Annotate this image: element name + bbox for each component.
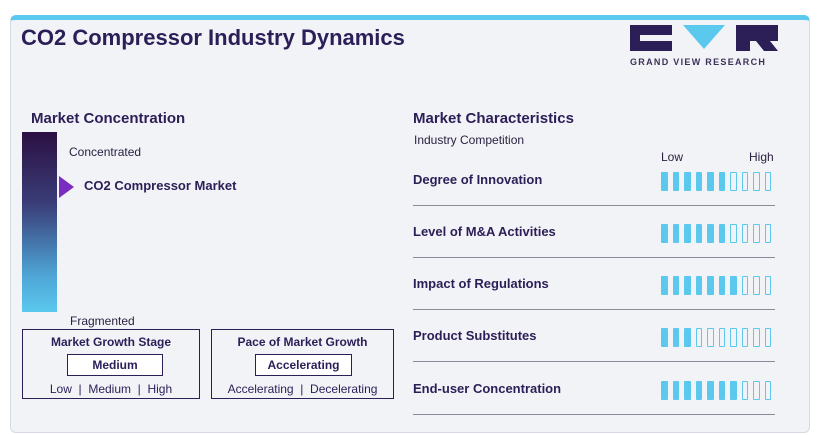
growth-stage-options: Low | Medium | High <box>49 382 173 396</box>
market-pointer-icon <box>59 176 74 198</box>
low-label: Low <box>661 150 684 164</box>
level-bar-filled <box>672 276 679 295</box>
level-bar-empty <box>764 328 771 347</box>
page-title: CO2 Compressor Industry Dynamics <box>21 25 405 50</box>
level-bar-filled <box>661 328 668 347</box>
level-bar-empty <box>730 328 737 347</box>
growth-pace-options: Accelerating | Decelerating <box>227 382 378 396</box>
row-divider <box>413 256 775 258</box>
grand-view-research-logo: GRAND VIEW RESEARCH <box>630 25 778 85</box>
characteristic-label: Impact of Regulations <box>413 276 549 291</box>
level-bar-filled <box>684 224 691 243</box>
level-bar-filled <box>718 381 725 400</box>
level-bar-filled <box>672 224 679 243</box>
level-bar-filled <box>730 276 737 295</box>
level-bar-empty <box>753 276 760 295</box>
level-bar-filled <box>661 172 668 191</box>
row-divider <box>413 360 775 362</box>
level-bar-empty <box>695 328 702 347</box>
growth-pace-box: Pace of Market Growth Accelerating Accel… <box>211 329 394 399</box>
market-characteristics-heading: Market Characteristics <box>413 110 574 127</box>
level-bar-empty <box>753 328 760 347</box>
level-bar-filled <box>672 328 679 347</box>
level-bar-filled <box>661 276 668 295</box>
row-divider <box>413 204 775 206</box>
level-bar-empty <box>753 224 760 243</box>
growth-stage-title: Market Growth Stage <box>50 335 172 349</box>
level-bar-empty <box>764 224 771 243</box>
characteristic-row: Degree of Innovation <box>413 160 775 206</box>
level-bar-filled <box>707 172 714 191</box>
row-divider <box>413 308 775 310</box>
level-bar-empty <box>764 381 771 400</box>
level-bar-filled <box>718 172 725 191</box>
level-bar-filled <box>718 224 725 243</box>
level-bar-filled <box>718 276 725 295</box>
level-bar-filled <box>695 224 702 243</box>
growth-stage-value: Medium <box>67 354 163 376</box>
level-bar-filled <box>661 381 668 400</box>
level-bar-filled <box>672 172 679 191</box>
row-divider <box>413 413 775 415</box>
characteristic-label: Degree of Innovation <box>413 172 543 187</box>
level-bar-filled <box>684 276 691 295</box>
characteristic-row: Product Substitutes <box>413 316 775 362</box>
growth-pace-value: Accelerating <box>255 354 352 376</box>
characteristic-row: Level of M&A Activities <box>413 212 775 258</box>
logo-text: GRAND VIEW RESEARCH <box>630 57 767 67</box>
level-bar-filled <box>661 224 668 243</box>
logo-marks-icon <box>630 25 778 51</box>
concentrated-label: Concentrated <box>69 145 142 159</box>
level-bar-empty <box>730 224 737 243</box>
level-meter <box>661 172 775 191</box>
characteristic-label: Level of M&A Activities <box>413 224 556 239</box>
level-bar-filled <box>684 172 691 191</box>
growth-stage-box: Market Growth Stage Medium Low | Medium … <box>22 329 200 399</box>
level-bar-empty <box>753 381 760 400</box>
characteristic-row: End-user Concentration <box>413 369 775 415</box>
characteristic-label: End-user Concentration <box>413 381 562 396</box>
concentration-gradient-bar <box>22 132 57 312</box>
level-bar-empty <box>741 276 748 295</box>
level-bar-empty <box>741 172 748 191</box>
level-bar-empty <box>718 328 725 347</box>
characteristic-label: Product Substitutes <box>413 328 537 343</box>
level-bar-filled <box>695 381 702 400</box>
industry-competition-label: Industry Competition <box>414 133 525 147</box>
level-meter <box>661 224 775 243</box>
level-bar-filled <box>684 328 691 347</box>
level-bar-empty <box>707 328 714 347</box>
level-bar-empty <box>741 224 748 243</box>
characteristic-row: Impact of Regulations <box>413 264 775 310</box>
growth-pace-title: Pace of Market Growth <box>237 335 368 349</box>
market-concentration-heading: Market Concentration <box>31 110 186 127</box>
level-bar-filled <box>672 381 679 400</box>
market-marker-label: CO2 Compressor Market <box>84 178 237 193</box>
fragmented-label: Fragmented <box>70 314 135 328</box>
high-label: High <box>749 150 774 164</box>
level-bar-empty <box>764 172 771 191</box>
level-meter <box>661 381 775 400</box>
level-meter <box>661 328 775 347</box>
level-bar-filled <box>707 224 714 243</box>
level-bar-filled <box>707 381 714 400</box>
level-bar-empty <box>764 276 771 295</box>
level-bar-filled <box>707 276 714 295</box>
level-bar-filled <box>730 381 737 400</box>
level-bar-filled <box>684 381 691 400</box>
level-meter <box>661 276 775 295</box>
level-bar-empty <box>741 328 748 347</box>
level-bar-empty <box>730 172 737 191</box>
level-bar-filled <box>695 172 702 191</box>
level-bar-empty <box>741 381 748 400</box>
level-bar-empty <box>753 172 760 191</box>
level-bar-filled <box>695 276 702 295</box>
